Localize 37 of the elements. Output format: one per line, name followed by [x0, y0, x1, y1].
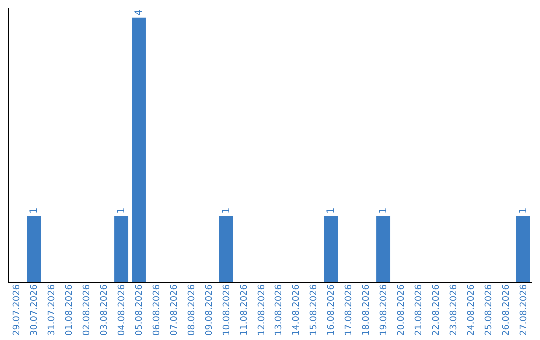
x-tick-label: 25.08.2026	[484, 284, 494, 336]
x-tick-label: 04.08.2026	[118, 284, 128, 336]
x-tick-label: 06.08.2026	[152, 284, 162, 336]
x-tick-label: 22.08.2026	[432, 284, 442, 336]
x-tick-label: 26.08.2026	[502, 284, 512, 336]
x-tick-label: 08.08.2026	[187, 284, 198, 336]
x-tick-label: 02.08.2026	[82, 284, 93, 336]
x-tick-label: 17.08.2026	[344, 284, 355, 336]
x-tick-label: 19.08.2026	[380, 284, 390, 336]
x-tick-label: 16.08.2026	[327, 284, 338, 336]
x-tick-label: 23.08.2026	[449, 284, 460, 336]
x-tick-label: 14.08.2026	[292, 284, 302, 336]
data-label: 1	[116, 208, 128, 214]
x-tick-label: 03.08.2026	[100, 284, 110, 336]
data-label: 1	[378, 208, 390, 214]
x-tick-label: 30.07.2026	[30, 284, 40, 336]
x-tick-label: 05.08.2026	[135, 284, 145, 336]
x-tick-label: 20.08.2026	[397, 284, 407, 336]
data-label: 4	[134, 10, 145, 16]
x-tick-label: 15.08.2026	[310, 284, 320, 336]
x-tick-label: 24.08.2026	[466, 284, 477, 336]
data-label: 1	[221, 208, 232, 214]
x-tick-label: 01.08.2026	[65, 284, 76, 336]
x-tick-label: 21.08.2026	[414, 284, 424, 336]
x-tick-label: 18.08.2026	[362, 284, 372, 336]
data-label: 1	[326, 208, 338, 214]
x-tick-label: 11.08.2026	[240, 284, 250, 336]
data-label: 1	[29, 208, 40, 214]
x-tick-label: 31.07.2026	[48, 284, 58, 336]
x-tick-label: 12.08.2026	[257, 284, 268, 336]
x-tick-label: 07.08.2026	[170, 284, 180, 336]
x-tick-label: 09.08.2026	[204, 284, 215, 336]
x-tick-label: 10.08.2026	[222, 284, 232, 336]
data-label: 1	[518, 208, 530, 214]
x-tick-label: 13.08.2026	[274, 284, 285, 336]
x-tick-label: 27.08.2026	[519, 284, 530, 336]
x-tick-label: 29.07.2026	[12, 284, 23, 336]
